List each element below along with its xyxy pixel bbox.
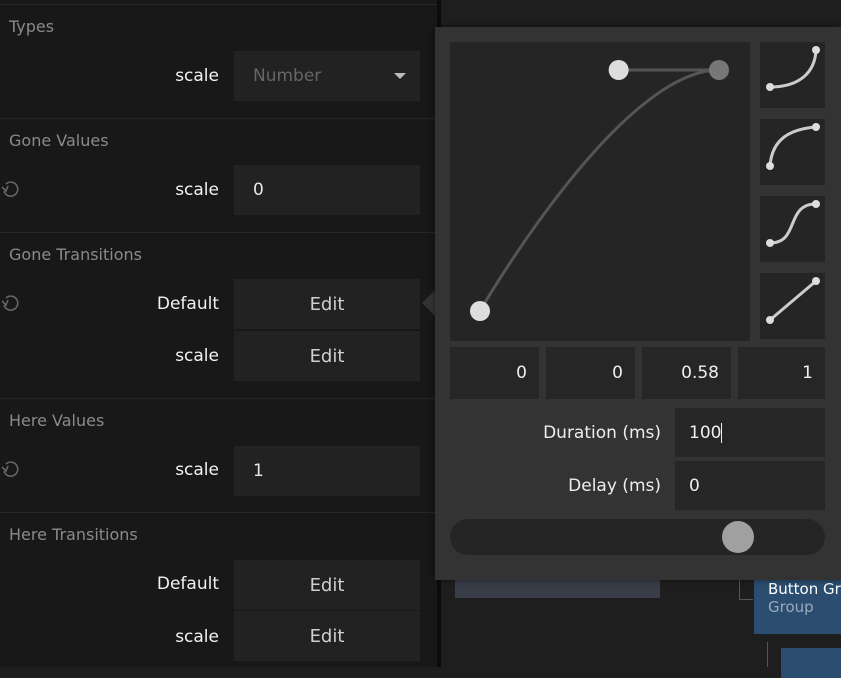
curve-end-point [709, 60, 729, 80]
field-label: scale [175, 627, 219, 647]
field-label: Default [156, 294, 219, 314]
text-cursor [721, 422, 723, 443]
duration-value: 100 [689, 422, 722, 443]
section-title: Here Transitions [9, 525, 138, 544]
ease-in-out-curve-icon [766, 200, 820, 247]
reset-icon[interactable] [0, 292, 22, 314]
select-value: Number [253, 66, 322, 86]
here-scale-input[interactable]: 1 [234, 446, 420, 496]
field-label: scale [175, 66, 219, 86]
preset-linear[interactable] [760, 273, 825, 339]
divider [0, 512, 437, 513]
slider-thumb[interactable] [722, 521, 755, 553]
duration-label: Duration (ms) [543, 423, 661, 443]
curve-path [478, 68, 720, 312]
type-select[interactable]: Number [234, 51, 420, 101]
properties-panel: Types scale Number Gone Values scale 0 G… [0, 4, 437, 661]
divider [0, 398, 437, 399]
field-label: Default [156, 574, 219, 594]
chevron-down-icon [394, 73, 406, 79]
divider [0, 232, 437, 233]
tree-connector [767, 642, 768, 667]
section-title: Types [9, 17, 55, 36]
bezier-x2-input[interactable]: 0.58 [642, 347, 731, 399]
tree-node[interactable] [781, 648, 841, 678]
preview-slider[interactable] [450, 519, 825, 555]
divider [0, 4, 437, 5]
edit-button[interactable]: Edit [234, 611, 420, 661]
ease-in-curve-icon [766, 46, 820, 91]
preset-ease-in-out[interactable] [760, 196, 825, 262]
section-title: Gone Values [9, 131, 109, 150]
bezier-y2-input[interactable]: 1 [738, 347, 825, 399]
edit-button[interactable]: Edit [234, 279, 420, 329]
section-title: Here Values [9, 411, 105, 430]
bezier-y1-input[interactable]: 0 [546, 347, 635, 399]
delay-label: Delay (ms) [568, 476, 661, 496]
transition-editor-popover: 0 0 0.58 1 Duration (ms) 100 Delay (ms) … [435, 27, 841, 580]
reset-icon[interactable] [0, 458, 22, 480]
reset-icon[interactable] [0, 178, 22, 200]
gone-scale-input[interactable]: 0 [234, 165, 420, 215]
field-label: scale [175, 460, 219, 480]
bezier-x1-input[interactable]: 0 [450, 347, 539, 399]
duration-input[interactable]: 100 [675, 408, 825, 457]
divider [0, 118, 437, 119]
node-title: Button Gr [768, 580, 841, 598]
section-title: Gone Transitions [9, 245, 142, 264]
popover-arrow [422, 290, 435, 316]
tree-connector [739, 580, 753, 600]
edit-button[interactable]: Edit [234, 331, 420, 381]
delay-input[interactable]: 0 [675, 461, 825, 510]
control-point-2-handle[interactable] [608, 60, 629, 80]
tree-node-button-group[interactable]: Button Gr Group [754, 574, 841, 634]
bezier-curve-editor[interactable] [450, 42, 750, 341]
control-point-start-handle[interactable] [470, 301, 490, 321]
ease-out-curve-icon [766, 123, 820, 170]
field-label: scale [175, 346, 219, 366]
edit-button[interactable]: Edit [234, 560, 420, 610]
preset-ease-in[interactable] [760, 42, 825, 108]
bezier-curve [470, 60, 729, 321]
linear-curve-icon [766, 277, 820, 324]
preset-ease-out[interactable] [760, 119, 825, 185]
node-subtitle: Group [768, 598, 814, 616]
field-label: scale [175, 180, 219, 200]
